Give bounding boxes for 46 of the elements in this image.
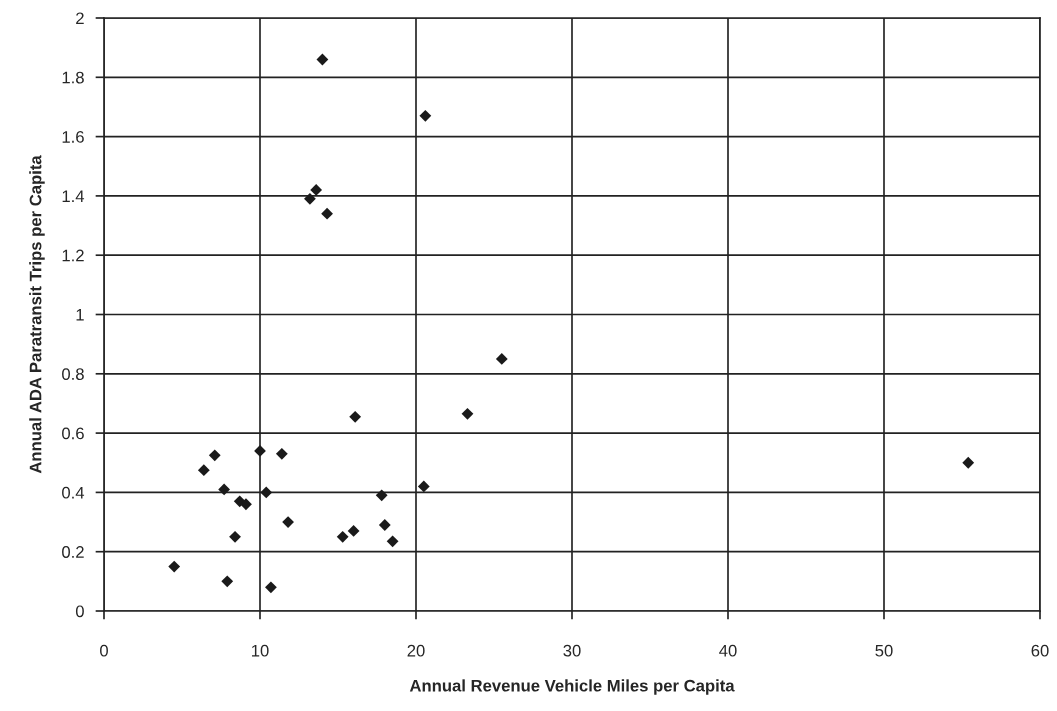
x-tick-label: 0 xyxy=(100,644,108,657)
point xyxy=(347,525,360,537)
y-tick-label: 2 xyxy=(76,12,84,25)
x-tick-label: 50 xyxy=(875,644,893,657)
point xyxy=(375,489,388,502)
y-tick-label: 1.2 xyxy=(62,249,84,262)
x-tick-label: 60 xyxy=(1031,644,1049,657)
point xyxy=(386,535,399,548)
point xyxy=(304,192,316,205)
point xyxy=(218,483,231,496)
point xyxy=(349,410,362,423)
point xyxy=(168,560,181,573)
y-tick-label: 0 xyxy=(75,605,84,618)
x-axis-title: Annual Revenue Vehicle Miles per Capita xyxy=(409,679,735,695)
point xyxy=(240,498,252,511)
y-tick-label: 1.4 xyxy=(62,190,85,202)
y-tick-label: 1.6 xyxy=(62,131,84,143)
y-tick-label: 0.2 xyxy=(62,546,84,558)
point xyxy=(417,480,430,493)
y-tick-label: 0.4 xyxy=(62,486,85,499)
y-tick-label: 0.8 xyxy=(62,368,84,380)
point xyxy=(495,353,508,365)
point xyxy=(336,530,349,543)
point xyxy=(265,581,277,594)
point xyxy=(282,516,294,528)
point xyxy=(310,184,323,196)
point xyxy=(321,207,333,220)
point xyxy=(461,407,474,420)
point xyxy=(254,445,266,457)
x-tick-label: 40 xyxy=(719,644,737,657)
point xyxy=(229,530,241,543)
y-tick-label: 0.6 xyxy=(62,427,84,440)
point xyxy=(197,464,210,477)
y-axis-title: Annual ADA Paratransit Trips per Capita xyxy=(29,155,45,474)
point xyxy=(208,449,221,462)
x-tick-label: 20 xyxy=(407,644,425,657)
y-tick-label: 1.8 xyxy=(62,71,84,84)
y-tick-label: 1 xyxy=(76,309,84,321)
x-tick-label: 30 xyxy=(563,644,581,657)
x-tick-label: 10 xyxy=(252,644,269,657)
point xyxy=(419,109,432,122)
point xyxy=(962,456,975,469)
point xyxy=(221,575,234,588)
point xyxy=(378,519,391,531)
point xyxy=(260,486,273,499)
point xyxy=(275,447,288,460)
